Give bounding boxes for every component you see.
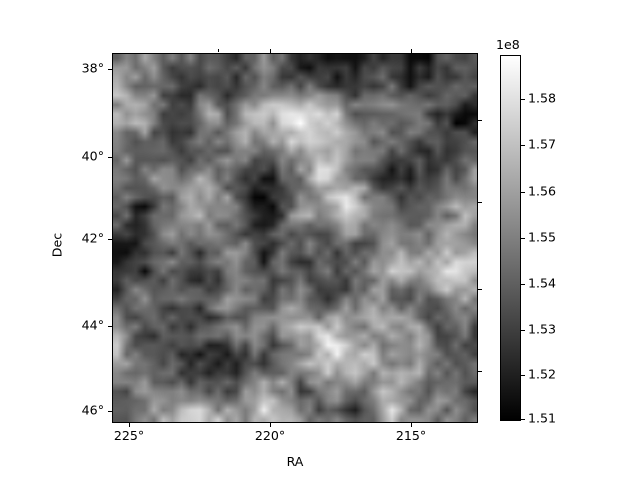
colorbar-tick-label-156: 1.56	[528, 183, 557, 199]
x-tick-mark-top	[270, 49, 272, 53]
x-tick-mark	[270, 423, 272, 427]
colorbar-tick-mark	[521, 238, 525, 240]
y-tick-label-42: 42°	[81, 230, 104, 246]
x-tick-label-215: 215°	[395, 428, 427, 443]
y-tick-label-46: 46°	[81, 402, 104, 418]
x-tick-mark-top	[218, 49, 220, 52]
x-tick-mark-top	[411, 49, 413, 53]
x-tick-label-225: 225°	[113, 428, 145, 443]
colorbar-tick-mark	[521, 284, 525, 286]
colorbar-tick-mark	[521, 145, 525, 147]
y-tick-mark	[108, 239, 112, 241]
colorbar-tick-label-157: 1.57	[528, 136, 557, 152]
colorbar[interactable]	[500, 55, 521, 421]
y-tick-mark	[108, 411, 112, 413]
colorbar-tick-label-154: 1.54	[528, 275, 557, 291]
colorbar-tick-label-155: 1.55	[528, 229, 557, 245]
sky-map-image	[113, 54, 477, 422]
y-tick-mark-right	[478, 202, 482, 204]
y-tick-mark	[108, 326, 112, 328]
y-tick-mark	[108, 69, 112, 71]
y-tick-label-44: 44°	[81, 317, 104, 333]
colorbar-tick-mark	[521, 330, 525, 332]
colorbar-tick-label-152: 1.52	[528, 366, 557, 382]
y-axis-label: Dec	[49, 232, 65, 258]
colorbar-tick-mark	[521, 375, 525, 377]
colorbar-tick-label-151: 1.51	[528, 410, 557, 426]
y-tick-mark-right	[478, 371, 482, 373]
y-tick-mark	[108, 157, 112, 159]
x-tick-mark	[129, 423, 131, 427]
y-tick-mark-right	[478, 120, 482, 122]
colorbar-tick-label-153: 1.53	[528, 321, 557, 337]
colorbar-tick-mark	[521, 99, 525, 101]
colorbar-offset-text: 1e8	[496, 37, 520, 52]
colorbar-tick-mark	[521, 419, 525, 421]
y-tick-label-38: 38°	[81, 60, 104, 76]
sky-map-axes[interactable]	[112, 53, 478, 423]
x-axis-label: RA	[286, 454, 304, 469]
colorbar-tick-label-158: 1.58	[528, 90, 557, 106]
y-tick-mark-right	[478, 289, 482, 291]
colorbar-tick-mark	[521, 192, 525, 194]
x-tick-mark	[411, 423, 413, 427]
y-tick-label-40: 40°	[81, 148, 104, 164]
x-tick-label-220: 220°	[254, 428, 286, 443]
